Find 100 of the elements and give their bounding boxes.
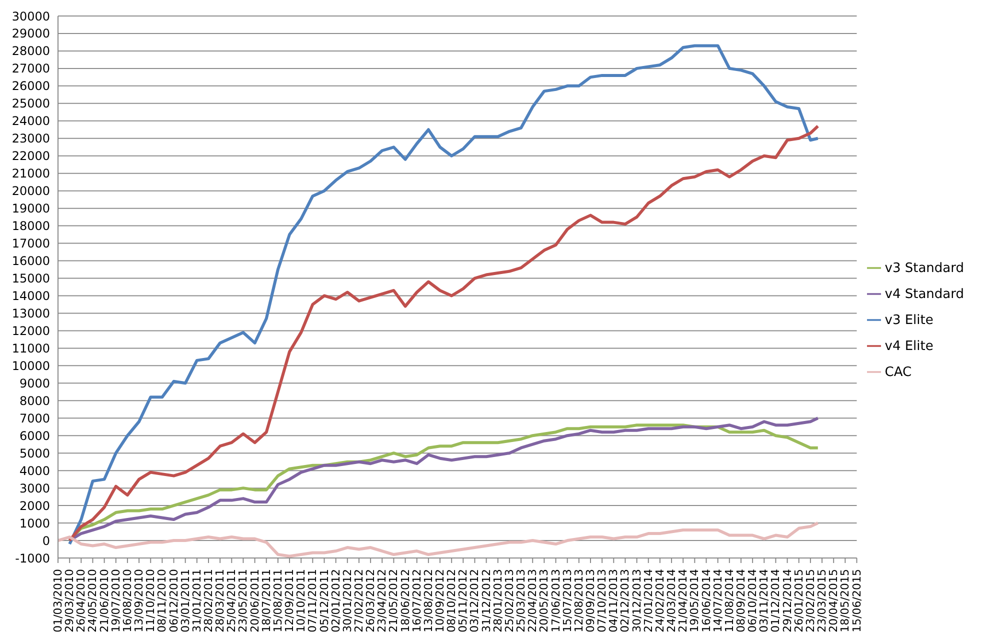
- x-tick-label: 13/09/2010: [132, 569, 146, 632]
- x-tick-label: 06/10/2014: [746, 569, 760, 632]
- y-tick-label: 14000: [12, 289, 50, 303]
- x-tick-label: 12/09/2011: [283, 569, 296, 632]
- legend-label: v4 Standard: [884, 287, 964, 302]
- y-tick-label: 10000: [12, 358, 50, 373]
- y-tick-label: 1000: [19, 516, 50, 530]
- x-tick-label: 03/12/2012: [468, 569, 482, 632]
- y-tick-label: 21000: [12, 166, 50, 181]
- x-tick-label: 15/08/2011: [271, 569, 284, 632]
- x-tick-label: 16/08/2010: [120, 569, 134, 632]
- x-tick-label: 23/02/2015: [804, 569, 817, 632]
- x-tick-label: 31/01/2011: [190, 569, 204, 632]
- legend-label: v4 Elite: [884, 339, 934, 354]
- x-tick-label: 07/11/2011: [306, 569, 320, 632]
- x-tick-label: 03/01/2011: [178, 569, 192, 632]
- x-tick-label: 13/08/2012: [422, 569, 435, 632]
- x-tick-label: 25/03/2013: [514, 569, 528, 632]
- y-tick-label: 4000: [19, 464, 50, 478]
- x-tick-label: 06/12/2010: [167, 569, 180, 632]
- x-tick-label: 02/01/2012: [329, 569, 342, 632]
- y-tick-label: 3000: [19, 481, 50, 496]
- x-tick-label: 29/03/2010: [63, 569, 76, 632]
- x-tick-label: 28/03/2011: [214, 569, 227, 632]
- x-tick-label: 16/07/2012: [410, 569, 424, 632]
- x-tick-label: 08/10/2012: [445, 569, 458, 632]
- y-tick-label: 25000: [12, 96, 50, 111]
- y-tick-label: 28000: [12, 44, 50, 58]
- x-tick-label: 28/02/2011: [202, 569, 215, 632]
- x-tick-label: 08/11/2010: [156, 569, 169, 632]
- x-tick-label: 03/11/2014: [758, 569, 771, 632]
- x-tick-label: 24/03/2014: [665, 569, 678, 632]
- x-tick-label: 14/07/2014: [711, 569, 724, 632]
- x-tick-label: 20/05/2013: [538, 569, 551, 632]
- x-tick-label: 18/05/2015: [838, 569, 852, 632]
- x-tick-label: 17/06/2013: [549, 569, 562, 632]
- x-tick-label: 15/06/2015: [850, 569, 864, 632]
- x-tick-label: 02/12/2013: [618, 569, 632, 632]
- x-tick-label: 26/01/2015: [792, 569, 806, 632]
- x-tick-label: 30/01/2012: [340, 569, 354, 632]
- x-tick-label: 10/10/2011: [294, 569, 308, 632]
- x-tick-label: 20/04/2015: [827, 569, 840, 632]
- x-tick-label: 15/07/2013: [560, 569, 574, 632]
- x-tick-label: 23/03/2015: [816, 569, 829, 632]
- y-tick-label: 30000: [12, 9, 50, 24]
- y-tick-label: 13000: [12, 306, 50, 320]
- line-series: [68, 124, 820, 542]
- y-tick-label: 15000: [12, 272, 50, 286]
- x-tick-label: 01/12/2014: [769, 569, 782, 632]
- x-tick-label: 12/08/2013: [572, 569, 586, 632]
- x-tick-label: 23/04/2012: [376, 569, 389, 632]
- x-tick-label: 21/05/2012: [387, 569, 400, 632]
- y-tick-label: 20000: [12, 184, 50, 198]
- y-tick-label: 27000: [12, 62, 50, 76]
- x-tick-label: 25/04/2011: [225, 569, 238, 632]
- y-tick-label: 12000: [12, 324, 50, 338]
- y-tick-label: 22000: [12, 149, 50, 164]
- y-tick-label: 26000: [12, 79, 50, 94]
- x-tick-label: 19/05/2014: [688, 569, 702, 632]
- x-tick-label: 28/01/2013: [491, 569, 504, 632]
- x-tick-label: 20/06/2011: [248, 569, 262, 632]
- legend-label: v3 Standard: [884, 261, 964, 276]
- x-tick-label: 07/10/2013: [596, 569, 609, 632]
- x-tick-label: 23/05/2011: [236, 569, 250, 632]
- y-tick-label: 9000: [19, 376, 50, 390]
- y-tick-label: 29000: [12, 26, 50, 41]
- x-tick-label: 18/07/2011: [260, 569, 273, 632]
- x-tick-label: 09/09/2013: [584, 569, 597, 632]
- x-tick-label: 16/06/2014: [700, 569, 713, 632]
- x-tick-label: 10/09/2012: [434, 569, 447, 632]
- y-tick-label: 18000: [12, 219, 50, 234]
- x-tick-label: 01/03/2010: [52, 569, 64, 632]
- legend-label: v3 Elite: [884, 313, 934, 328]
- x-tick-label: 18/06/2012: [398, 569, 412, 632]
- x-tick-label: 11/08/2014: [722, 569, 736, 632]
- y-tick-label: 5000: [19, 446, 50, 460]
- y-tick-label: 0: [42, 534, 50, 548]
- y-tick-label: 17000: [12, 236, 50, 251]
- y-tick-label: 24000: [12, 114, 50, 128]
- x-tick-label: 05/12/2011: [318, 569, 331, 632]
- y-tick-label: 16000: [12, 254, 50, 268]
- x-tick-label: 26/04/2010: [74, 569, 88, 632]
- x-tick-label: 22/04/2013: [526, 569, 540, 632]
- x-tick-label: 30/12/2013: [630, 569, 644, 632]
- y-tick-label: 19000: [12, 202, 50, 216]
- legend-label: CAC: [884, 365, 912, 380]
- x-tick-label: 24/02/2014: [653, 569, 666, 632]
- x-tick-label: 27/02/2012: [352, 569, 366, 632]
- x-tick-label: 26/03/2012: [364, 569, 378, 632]
- y-tick-label: 2000: [19, 498, 50, 513]
- y-tick-label: -1000: [15, 551, 50, 566]
- x-tick-label: 21/06/2010: [98, 569, 111, 632]
- line-series: [68, 44, 820, 546]
- y-tick-label: 23000: [12, 132, 50, 146]
- line-series: [58, 522, 820, 558]
- y-tick-label: 11000: [12, 341, 50, 356]
- x-tick-label: 27/01/2014: [642, 569, 655, 632]
- x-tick-label: 29/12/2014: [780, 569, 794, 632]
- x-tick-label: 05/11/2012: [456, 569, 470, 632]
- x-tick-label: 21/04/2014: [676, 569, 690, 632]
